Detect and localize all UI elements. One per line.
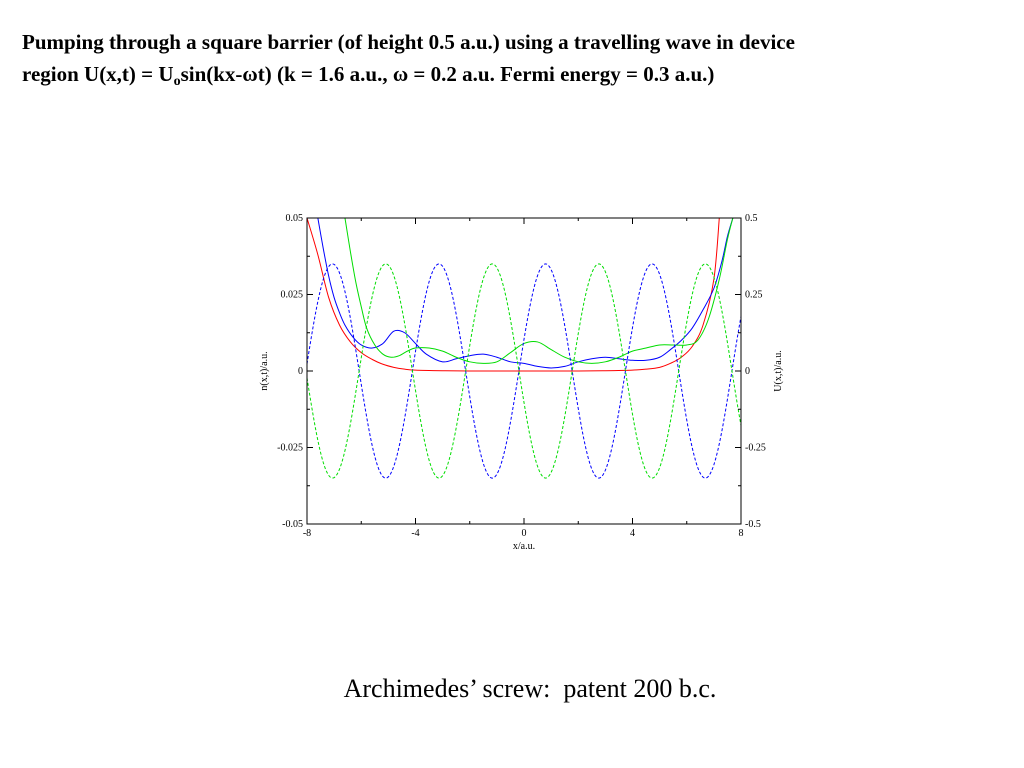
x-tick-label: 0 <box>522 528 527 539</box>
axis-layer: -8 -4 0 4 8 -0.05 -0.025 0 0.025 0.05 -0.5 -0.25 0 0.… <box>277 213 766 539</box>
y2-tick-label: -0.25 <box>745 443 766 454</box>
title-line-2-start: region U(x,t) = U <box>22 62 174 86</box>
y-axis-label-left: n(x,t)/a.u. <box>259 351 270 390</box>
slide-title: Pumping through a square barrier (of hei… <box>22 26 1017 90</box>
slide-caption: Archimedes’ screw: patent 200 b.c. <box>343 674 717 703</box>
density-series-2 <box>317 218 734 369</box>
potential-series-4 <box>307 263 741 479</box>
x-tick-label: -4 <box>411 528 419 539</box>
y-axis-label-right: U(x,t)/a.u. <box>773 350 784 391</box>
y-tick-label: 0 <box>298 366 303 377</box>
title-line-2-end: sin(kx-ωt) (k = 1.6 a.u., ω = 0.2 a.u. F… <box>180 62 715 86</box>
y2-tick-label: -0.5 <box>745 519 761 530</box>
y-tick-label: -0.025 <box>277 443 303 454</box>
y-tick-label: 0.05 <box>286 213 304 224</box>
title-line-2: region U(x,t) = Uosin(kx-ωt) (k = 1.6 a.… <box>22 58 1017 90</box>
density-series-3 <box>344 218 734 364</box>
series-layer <box>307 218 741 479</box>
potential-series-5 <box>307 263 741 479</box>
y-tick-label: 0.025 <box>281 290 304 301</box>
x-axis-label: x/a.u. <box>513 541 535 552</box>
x-tick-label: 8 <box>739 528 744 539</box>
y2-tick-label: 0 <box>745 366 750 377</box>
y-tick-label: -0.05 <box>282 519 303 530</box>
x-tick-label: -8 <box>303 528 311 539</box>
y2-tick-label: 0.25 <box>745 290 763 301</box>
title-line-1: Pumping through a square barrier (of hei… <box>22 30 795 54</box>
x-tick-label: 4 <box>630 528 635 539</box>
y2-tick-label: 0.5 <box>745 213 758 224</box>
title-subscript: o <box>173 74 181 89</box>
